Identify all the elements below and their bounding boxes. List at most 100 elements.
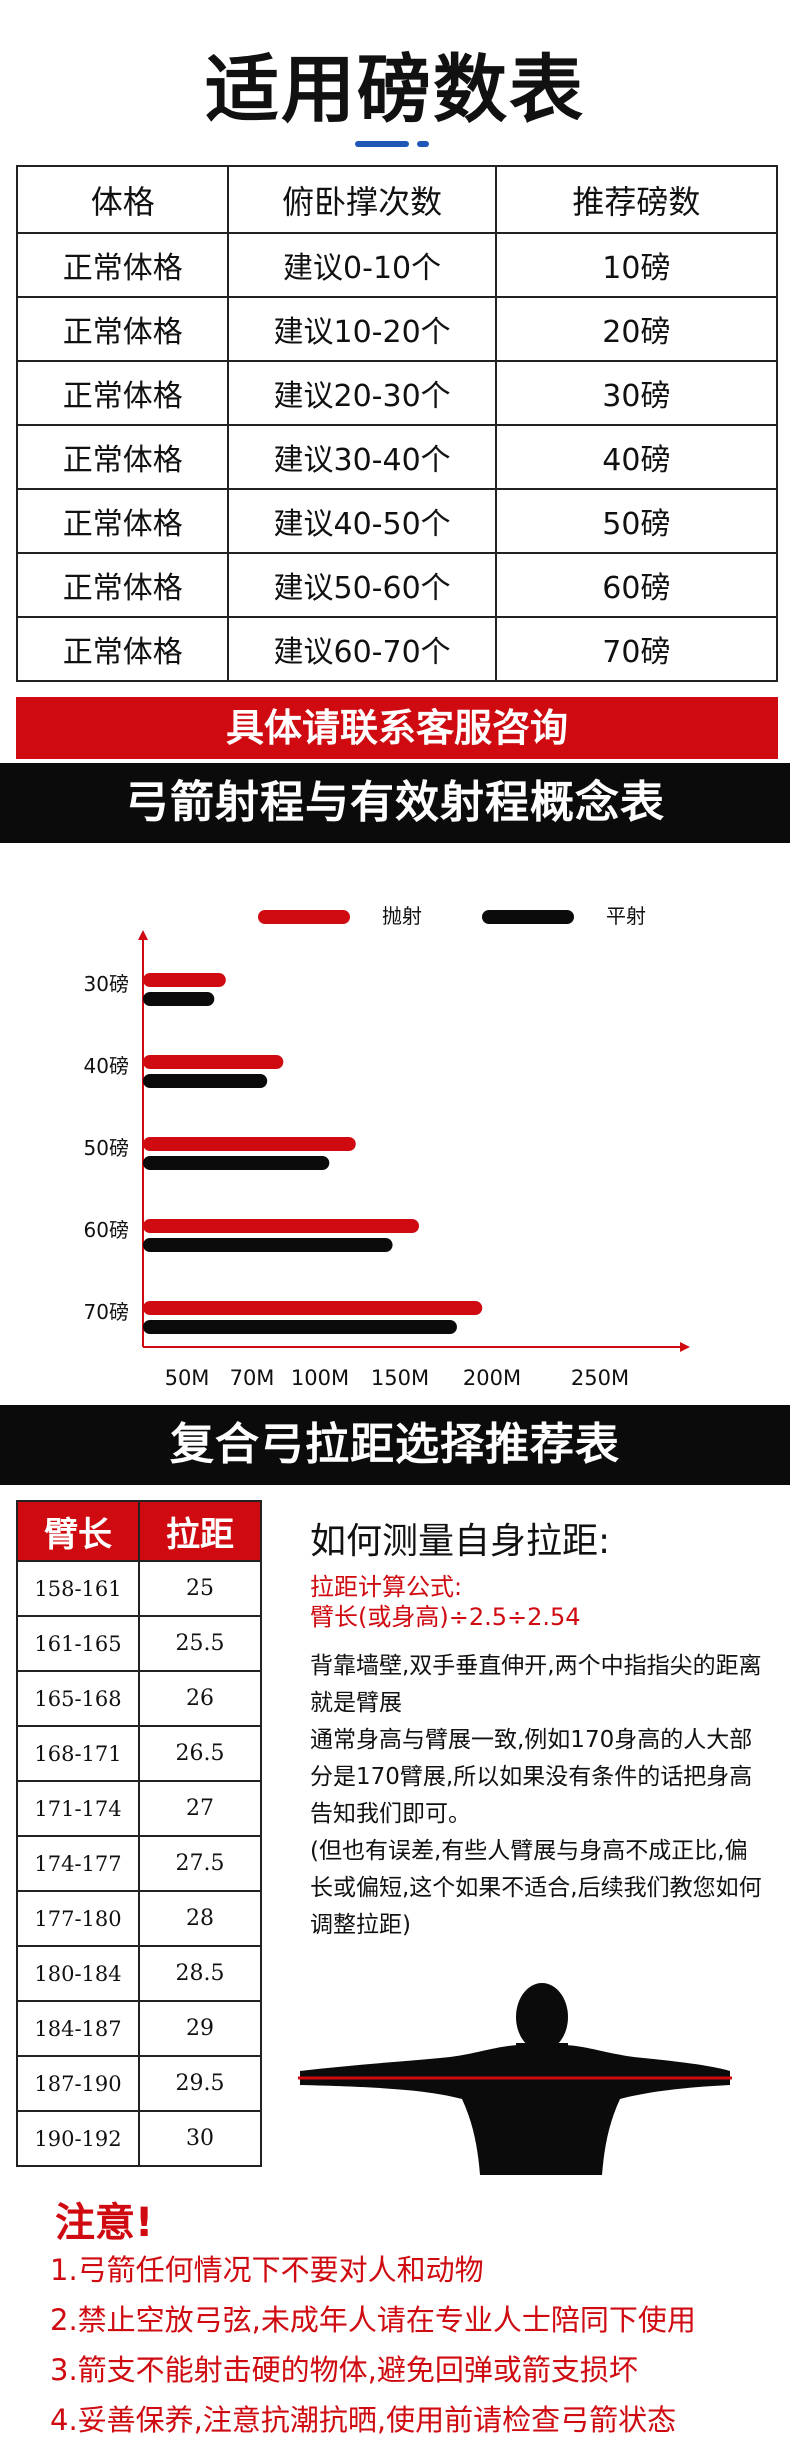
category-label: 70磅 <box>84 1300 129 1324</box>
range-chart: 抛射 平射 30磅 40磅 50磅 60磅 70磅 50M 70M 100M 150M 200M 250… <box>0 855 790 1410</box>
bar-lob <box>143 1301 483 1315</box>
category-label: 50磅 <box>84 1136 129 1160</box>
table-cell: 正常体格 <box>15 488 230 554</box>
bar-flat <box>143 1074 268 1088</box>
table-cell: 26 <box>137 1670 263 1727</box>
measure-paragraph: 背靠墙壁,双手垂直伸开,两个中指指尖的距离就是臂展 <box>310 1653 762 1716</box>
table-cell: 10磅 <box>494 232 779 298</box>
table-cell: 26.5 <box>137 1725 263 1782</box>
weight-table-header: 推荐磅数 <box>494 165 779 234</box>
notes-title: 注意! <box>55 2200 154 2246</box>
bar-flat <box>143 1238 393 1252</box>
title-decoration-dot <box>417 141 429 147</box>
draw-table-header: 臂长 <box>16 1500 140 1562</box>
table-cell: 建议0-10个 <box>227 232 497 298</box>
table-cell: 20磅 <box>494 296 779 362</box>
title-decoration-bar <box>355 141 409 147</box>
table-cell: 28 <box>137 1890 263 1947</box>
measure-paragraph: 通常身高与臂展一致,例如170身高的人大部分是170臂展,所以如果没有条件的话把… <box>310 1727 753 1827</box>
table-cell: 29.5 <box>137 2055 263 2112</box>
table-cell: 165-168 <box>16 1670 140 1727</box>
category-label: 40磅 <box>84 1054 129 1078</box>
bar-lob <box>143 1219 419 1233</box>
range-chart-banner: 弓箭射程与有效射程概念表 <box>0 763 790 843</box>
table-cell: 187-190 <box>16 2055 140 2112</box>
bar-lob <box>143 1137 356 1151</box>
table-row: 168-171 26.5 <box>16 1725 263 1782</box>
y-axis-arrow <box>138 930 148 940</box>
table-cell: 正常体格 <box>15 232 230 298</box>
x-axis-arrow <box>680 1342 690 1352</box>
bar-lob <box>143 973 226 987</box>
table-cell: 正常体格 <box>15 616 230 682</box>
table-row: 171-174 27 <box>16 1780 263 1837</box>
table-row: 177-180 28 <box>16 1890 263 1947</box>
table-row: 正常体格 建议40-50个 50磅 <box>15 488 779 554</box>
table-row: 正常体格 建议60-70个 70磅 <box>15 616 779 682</box>
bar-flat <box>143 1156 330 1170</box>
page-title: 适用磅数表 <box>205 47 585 133</box>
title-decoration <box>355 141 435 147</box>
table-row: 174-177 27.5 <box>16 1835 263 1892</box>
table-cell: 190-192 <box>16 2110 140 2167</box>
table-cell: 建议30-40个 <box>227 424 497 490</box>
note-item: 4.妥善保养,注意抗潮抗晒,使用前请检查弓箭状态 <box>50 2403 677 2437</box>
table-cell: 28.5 <box>137 1945 263 2002</box>
table-cell: 168-171 <box>16 1725 140 1782</box>
legend-swatch <box>482 910 574 924</box>
notes-list: 1.弓箭任何情况下不要对人和动物 2.禁止空放弓弦,未成年人请在专业人士陪同下使… <box>50 2245 780 2445</box>
table-cell: 174-177 <box>16 1835 140 1892</box>
table-cell: 70磅 <box>494 616 779 682</box>
table-row: 165-168 26 <box>16 1670 263 1727</box>
table-row: 正常体格 建议0-10个 10磅 <box>15 232 779 298</box>
contact-banner: 具体请联系客服咨询 <box>16 697 778 759</box>
formula-label: 拉距计算公式: <box>310 1573 463 1601</box>
x-tick-label: 70M <box>230 1366 275 1390</box>
note-item: 3.箭支不能射击硬的物体,避免回弹或箭支损坏 <box>50 2353 638 2387</box>
table-cell: 177-180 <box>16 1890 140 1947</box>
table-cell: 180-184 <box>16 1945 140 2002</box>
formula-block: 拉距计算公式: 臂长(或身高)÷2.5÷2.54 <box>310 1572 581 1632</box>
measure-description: 背靠墙壁,双手垂直伸开,两个中指指尖的距离就是臂展 通常身高与臂展一致,例如17… <box>310 1648 765 1944</box>
table-cell: 建议20-30个 <box>227 360 497 426</box>
bar-flat <box>143 992 215 1006</box>
arm-span-silhouette-image <box>298 1983 732 2175</box>
table-cell: 27.5 <box>137 1835 263 1892</box>
table-row: 180-184 28.5 <box>16 1945 263 2002</box>
table-cell: 40磅 <box>494 424 779 490</box>
table-cell: 建议60-70个 <box>227 616 497 682</box>
table-cell: 27 <box>137 1780 263 1837</box>
weight-table-header: 体格 <box>15 165 230 234</box>
table-row: 187-190 29.5 <box>16 2055 263 2112</box>
table-cell: 正常体格 <box>15 552 230 618</box>
table-cell: 50磅 <box>494 488 779 554</box>
table-cell: 建议10-20个 <box>227 296 497 362</box>
table-row: 正常体格 建议10-20个 20磅 <box>15 296 779 362</box>
table-cell: 正常体格 <box>15 296 230 362</box>
table-row: 184-187 29 <box>16 2000 263 2057</box>
table-row: 161-165 25.5 <box>16 1615 263 1672</box>
x-tick-label: 50M <box>165 1366 210 1390</box>
legend-swatch <box>258 910 350 924</box>
table-row: 158-161 25 <box>16 1560 263 1617</box>
draw-table-header-row: 臂长 拉距 <box>16 1500 263 1562</box>
x-tick-label: 150M <box>371 1366 429 1390</box>
table-row: 190-192 30 <box>16 2110 263 2167</box>
table-cell: 161-165 <box>16 1615 140 1672</box>
note-item: 2.禁止空放弓弦,未成年人请在专业人士陪同下使用 <box>50 2303 696 2337</box>
weight-table-header: 俯卧撑次数 <box>227 165 497 234</box>
table-cell: 184-187 <box>16 2000 140 2057</box>
table-cell: 29 <box>137 2000 263 2057</box>
table-cell: 30 <box>137 2110 263 2167</box>
table-row: 正常体格 建议30-40个 40磅 <box>15 424 779 490</box>
table-cell: 171-174 <box>16 1780 140 1837</box>
table-cell: 30磅 <box>494 360 779 426</box>
draw-length-banner: 复合弓拉距选择推荐表 <box>0 1405 790 1485</box>
legend-label: 抛射 <box>382 904 422 928</box>
table-cell: 25.5 <box>137 1615 263 1672</box>
table-row: 正常体格 建议50-60个 60磅 <box>15 552 779 618</box>
table-cell: 158-161 <box>16 1560 140 1617</box>
table-cell: 正常体格 <box>15 360 230 426</box>
table-row: 正常体格 建议20-30个 30磅 <box>15 360 779 426</box>
